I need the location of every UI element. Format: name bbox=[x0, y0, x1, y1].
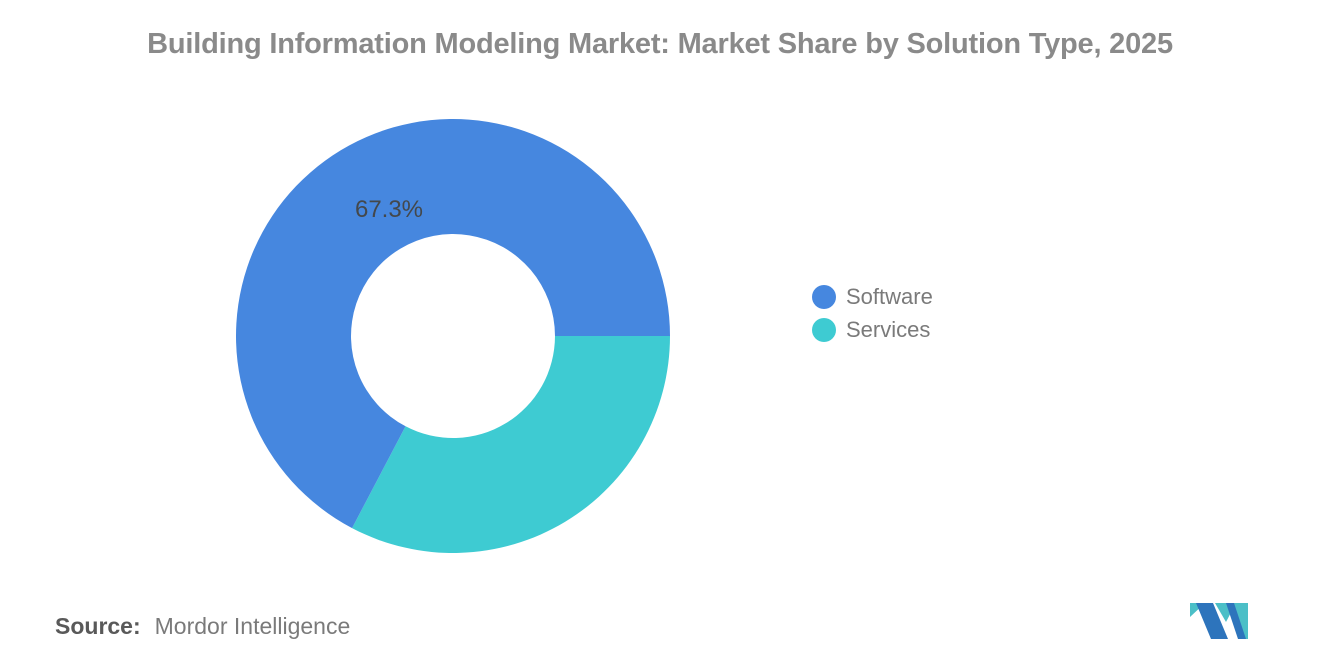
mordor-intelligence-logo-icon bbox=[1190, 603, 1248, 639]
legend-label-software: Software bbox=[846, 284, 933, 309]
legend-item-services[interactable]: Services bbox=[812, 317, 933, 343]
legend-item-software[interactable]: Software bbox=[812, 284, 933, 310]
legend-label-services: Services bbox=[846, 317, 931, 342]
donut-ring bbox=[236, 119, 670, 553]
logo-blue-band-left bbox=[1196, 603, 1228, 639]
source-line: Source: Mordor Intelligence bbox=[55, 613, 350, 640]
legend-swatch-services-icon bbox=[812, 318, 836, 342]
logo-teal-bar-right bbox=[1234, 603, 1248, 639]
donut-slice-software[interactable] bbox=[236, 119, 670, 529]
donut-slice-services[interactable] bbox=[352, 336, 670, 553]
chart-title: Building Information Modeling Market: Ma… bbox=[147, 28, 1173, 60]
source-label: Source: bbox=[55, 613, 141, 639]
source-value: Mordor Intelligence bbox=[154, 613, 351, 639]
donut-chart: 67.3% bbox=[236, 119, 670, 553]
legend: Software Services bbox=[812, 284, 933, 350]
logo-blue-band-right bbox=[1226, 603, 1246, 639]
legend-swatch-software-icon bbox=[812, 285, 836, 309]
